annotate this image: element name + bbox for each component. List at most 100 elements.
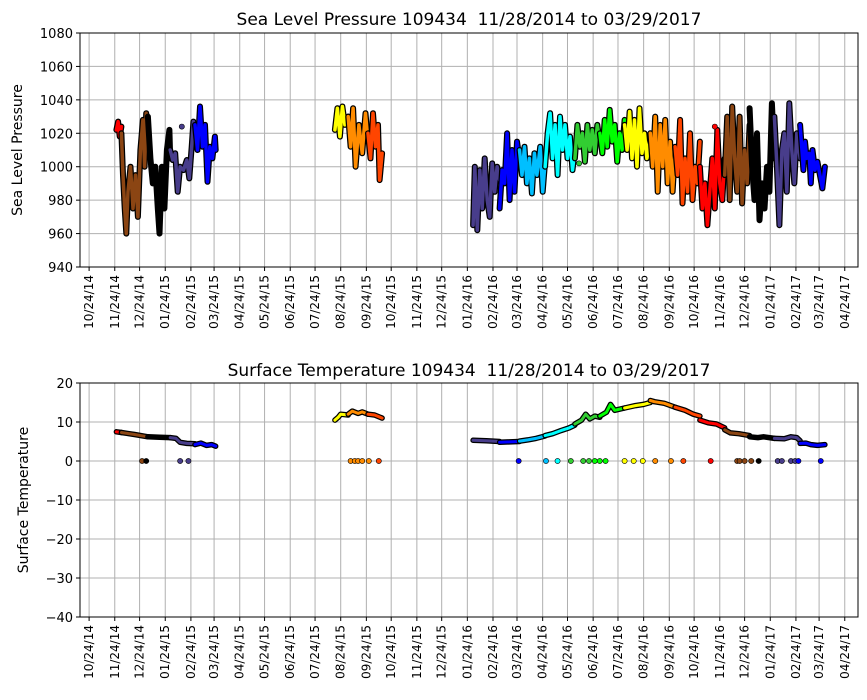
data-point [567, 458, 574, 464]
data-point [359, 458, 366, 464]
x-tick-label: 12/24/16 [738, 625, 752, 679]
axes-frame [79, 32, 859, 268]
x-tick-label: 12/24/16 [738, 275, 752, 329]
x-tick-label: 06/24/15 [283, 625, 297, 679]
x-tick-label: 08/24/16 [637, 275, 651, 329]
data-point [652, 458, 659, 464]
data-point [639, 458, 646, 464]
data-series-line [748, 435, 776, 440]
x-tick-label: 03/24/15 [207, 275, 221, 329]
x-tick-label: 11/24/14 [108, 275, 122, 329]
x-tick-label: 08/24/15 [334, 625, 348, 679]
data-series-line [333, 412, 350, 422]
data-point [748, 458, 755, 464]
data-point [515, 458, 522, 464]
data-series-line [673, 405, 702, 418]
x-tick-label: 01/24/16 [460, 275, 474, 329]
x-tick-label: 03/24/16 [510, 275, 524, 329]
x-tick-label: 01/24/15 [158, 275, 172, 329]
data-series-line [573, 412, 602, 426]
data-point [375, 458, 382, 464]
data-series-line [497, 131, 522, 211]
x-tick-label: 05/24/16 [560, 625, 574, 679]
data-point [621, 458, 628, 464]
y-tick-label: 1060 [40, 60, 73, 75]
data-series-line [648, 114, 677, 194]
x-tick-label: 12/24/14 [133, 625, 147, 679]
y-tick-label: −40 [46, 611, 73, 626]
x-tick-label: 02/24/17 [789, 275, 803, 329]
y-tick-label: −30 [46, 572, 73, 587]
data-series-line [517, 144, 547, 196]
x-tick-label: 04/24/16 [536, 625, 550, 679]
temperature-plot: Surface Temperature 109434 11/28/2014 to… [16, 361, 859, 679]
data-series-line [346, 409, 370, 416]
temperature-y-axis-label: Surface Temperature [16, 427, 32, 573]
pressure-y-axis-label: Sea Level Pressure [10, 84, 26, 216]
x-tick-label: 10/24/16 [687, 275, 701, 329]
x-tick-label: 09/24/15 [359, 275, 373, 329]
x-tick-label: 10/24/15 [384, 625, 398, 679]
x-tick-label: 04/24/17 [838, 275, 852, 329]
data-series-line [498, 440, 521, 444]
grid [80, 382, 858, 618]
data-series-line [772, 435, 802, 443]
data-series-line [168, 436, 197, 446]
x-tick-label: 06/24/15 [283, 275, 297, 329]
data-series-line [366, 111, 384, 182]
y-tick-label: −20 [46, 533, 73, 548]
data-series-line [119, 111, 150, 236]
data-point [741, 458, 748, 464]
x-tick-label: 08/24/15 [334, 275, 348, 329]
data-series-line [673, 118, 702, 206]
y-tick-label: 1000 [40, 161, 73, 176]
data-point [591, 458, 598, 464]
x-tick-label: 11/24/16 [713, 625, 727, 679]
x-tick-label: 07/24/16 [611, 275, 625, 329]
data-series-line [698, 418, 727, 430]
x-tick-label: 11/24/14 [108, 625, 122, 679]
data-point [178, 123, 185, 130]
x-tick-label: 06/24/16 [586, 625, 600, 679]
x-tick-label: 09/24/16 [662, 275, 676, 329]
data-series-line [747, 101, 777, 222]
data-point [580, 458, 587, 464]
y-tick-label: −10 [46, 494, 73, 509]
x-tick-label: 01/24/17 [763, 275, 777, 329]
x-tick-label: 02/24/17 [789, 625, 803, 679]
data-series-line [346, 106, 370, 169]
data-point [778, 458, 785, 464]
data-point [185, 458, 192, 464]
x-tick-label: 11/24/16 [713, 275, 727, 329]
x-tick-label: 09/24/15 [359, 625, 373, 679]
x-tick-label: 04/24/15 [233, 275, 247, 329]
x-tick-label: 12/24/14 [133, 275, 147, 329]
data-series-line [598, 402, 627, 418]
y-tick-label: 10 [56, 416, 73, 431]
data-point [755, 458, 762, 464]
data-point [543, 458, 549, 464]
data-point [365, 458, 372, 464]
x-tick-label: 03/24/17 [812, 625, 826, 679]
x-tick-label: 01/24/17 [763, 625, 777, 679]
y-tick-label: 1040 [40, 94, 73, 109]
data-point [630, 458, 637, 464]
data-point [795, 458, 802, 464]
x-tick-label: 12/24/15 [435, 625, 449, 679]
data-series-line [723, 428, 752, 438]
data-point [602, 458, 609, 464]
data-series-line [193, 441, 218, 448]
data-point [707, 458, 714, 464]
data-series-line [772, 101, 802, 227]
data-point [177, 458, 184, 464]
x-tick-label: 02/24/16 [486, 275, 500, 329]
data-point [680, 458, 687, 464]
x-tick-label: 04/24/17 [838, 625, 852, 679]
x-tick-label: 05/24/15 [258, 275, 272, 329]
data-point [817, 458, 824, 464]
x-tick-label: 04/24/16 [536, 275, 550, 329]
y-tick-label: 960 [48, 228, 73, 243]
data-series-line [518, 434, 547, 443]
data-point [736, 458, 743, 464]
data-point [576, 160, 582, 167]
